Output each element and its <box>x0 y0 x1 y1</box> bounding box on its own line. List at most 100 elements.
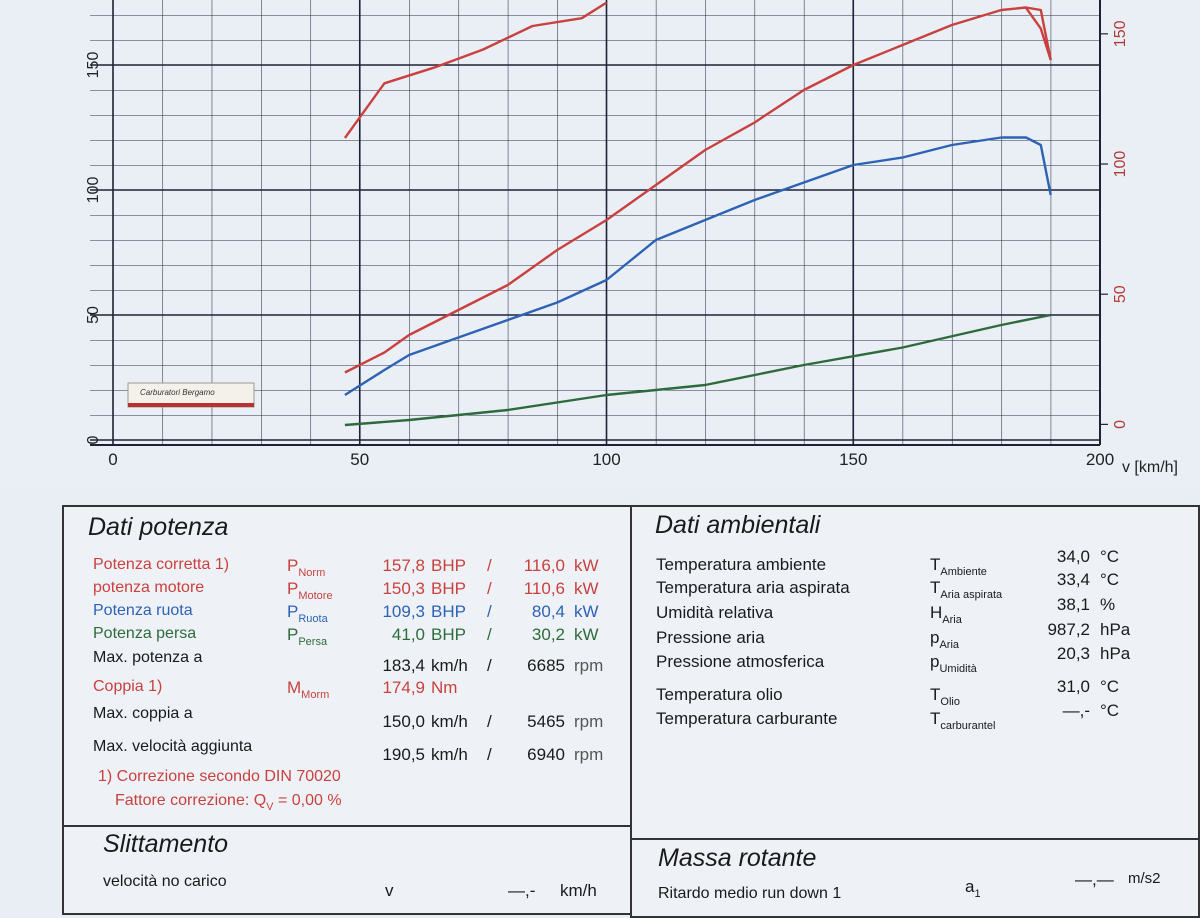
symbol-sub: Ambiente <box>940 566 987 578</box>
value: 987,2 <box>1047 620 1090 639</box>
y2-tick-label: 100 <box>1112 151 1129 178</box>
logo-stripe <box>128 403 254 407</box>
unit: kW <box>574 625 599 644</box>
x-axis-title: v [km/h] <box>1122 459 1178 476</box>
symbol-sub: Aria <box>939 639 960 651</box>
unit: °C <box>1100 677 1120 696</box>
symbol-sub: carburantel <box>940 720 996 732</box>
logo: Carburatori Bergamo <box>127 382 255 408</box>
value: 38,1 <box>1056 595 1090 614</box>
value: 157,8 <box>382 556 425 575</box>
symbol-sub: Aria <box>942 614 962 626</box>
note: Fattore correzione: Q <box>115 792 267 809</box>
symbol-letter: T <box>930 578 941 597</box>
separator: / <box>487 602 492 621</box>
row-label: Temperatura ambiente <box>656 555 827 574</box>
symbol-sub: Norm <box>298 567 326 579</box>
x-tick-label: 100 <box>592 450 620 469</box>
ambient-box <box>630 505 1200 845</box>
symbol-letter: T <box>930 709 941 728</box>
y-tick-label: 150 <box>85 52 102 79</box>
x-tick-label: 200 <box>1086 450 1114 469</box>
value: 6685 <box>527 656 565 675</box>
symbol-letter: P <box>287 579 299 598</box>
row-label: Max. velocità aggiunta <box>93 738 253 755</box>
value: 150,3 <box>382 579 425 598</box>
symbol-letter: M <box>287 678 302 697</box>
value: 41,0 <box>391 625 425 644</box>
value: 116,0 <box>523 556 565 575</box>
symbol-letter: p <box>930 628 940 647</box>
symbol-sub: Olio <box>940 696 960 708</box>
y-tick-label: 50 <box>85 306 102 324</box>
unit: km/h <box>431 656 468 675</box>
section-title: Massa rotante <box>658 844 817 872</box>
symbol: PRuota <box>287 602 328 625</box>
unit: Nm <box>431 678 458 697</box>
y2-tick-label: 50 <box>1112 285 1129 303</box>
symbol-letter: a <box>965 877 975 896</box>
unit: BHP <box>431 556 466 575</box>
symbol-sub: 1 <box>974 888 981 900</box>
unit: kW <box>574 579 599 598</box>
row-label: Temperatura olio <box>656 685 783 704</box>
symbol-sub: Aria aspirata <box>940 589 1003 601</box>
separator: / <box>487 656 492 675</box>
unit: kW <box>574 602 599 621</box>
unit: km/h <box>431 745 468 764</box>
unit: km/h <box>560 881 597 900</box>
symbol-letter: P <box>287 625 299 644</box>
symbol-sub: Ruota <box>298 613 328 625</box>
minor-grid <box>90 0 1100 445</box>
row-label: velocità no carico <box>103 873 227 890</box>
unit: rpm <box>574 656 604 675</box>
unit: °C <box>1100 547 1120 566</box>
value: 80,4 <box>531 602 565 621</box>
value: 30,2 <box>531 625 565 644</box>
unit: hPa <box>1100 620 1131 639</box>
row-label: Potenza corretta 1) <box>93 556 230 573</box>
symbol-letter: v <box>385 881 394 900</box>
unit: °C <box>1100 701 1120 720</box>
section-title: Dati ambientali <box>655 511 821 539</box>
row-label: Potenza persa <box>93 625 197 642</box>
value: 33,4 <box>1056 570 1090 589</box>
symbol-sub: Persa <box>298 636 328 648</box>
note-value: = 0,00 % <box>277 792 342 809</box>
unit: °C <box>1100 570 1120 589</box>
series-line <box>344 136 1052 397</box>
symbol: HAria <box>930 603 962 626</box>
row-label: Umidità relativa <box>656 603 774 622</box>
symbol: PNorm <box>287 556 325 579</box>
row-label: Temperatura aria aspirata <box>656 578 850 597</box>
chart: Carburatori Bergamo v [km/h] 0 50 100 150 20… <box>85 0 1179 476</box>
unit: BHP <box>431 602 466 621</box>
separator: / <box>487 745 492 764</box>
value: 183,4 <box>382 656 425 675</box>
value: 5465 <box>527 712 565 731</box>
symbol: MMorm <box>287 678 329 701</box>
symbol: pUmidità <box>930 652 977 675</box>
section-title: Slittamento <box>103 830 229 858</box>
value: —,— <box>1075 870 1114 889</box>
x-tick-label: 150 <box>839 450 867 469</box>
symbol: a1 <box>965 877 981 900</box>
value: —,- <box>508 881 536 900</box>
power-box <box>62 505 632 835</box>
value: 20,3 <box>1056 644 1090 663</box>
row-label: Pressione atmosferica <box>656 652 825 671</box>
symbol-letter: p <box>930 652 940 671</box>
value: 6940 <box>527 745 565 764</box>
separator: / <box>487 579 492 598</box>
y2-tick-label: 0 <box>1112 420 1129 429</box>
separator: / <box>487 556 492 575</box>
symbol-sub: Umidità <box>939 663 977 675</box>
unit: BHP <box>431 625 466 644</box>
unit: kW <box>574 556 599 575</box>
value: —,- <box>1062 701 1090 720</box>
row-label: Max. coppia a <box>93 705 193 722</box>
symbol-sub: Morm <box>301 689 330 701</box>
series-line <box>343 1 1052 139</box>
row-label: Ritardo medio run down 1 <box>658 885 842 902</box>
